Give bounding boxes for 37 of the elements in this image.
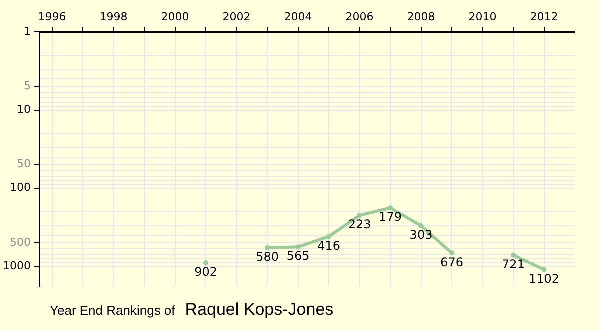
y-tick-label: 500	[10, 236, 31, 249]
data-label: 565	[286, 249, 310, 264]
y-tick-label: 1000	[2, 259, 31, 272]
data-label: 223	[348, 218, 372, 232]
point	[418, 223, 424, 228]
point	[326, 234, 332, 240]
data-label: 676	[440, 255, 464, 270]
data-label: 580	[256, 250, 279, 264]
x-tick-label: 2012	[530, 10, 558, 24]
point	[511, 252, 516, 258]
point	[388, 206, 394, 211]
point	[542, 267, 547, 272]
x-tick-label: 2008	[407, 10, 436, 24]
x-tick-label: 1996	[38, 10, 66, 24]
y-tick-label: 5	[24, 80, 31, 93]
point	[357, 213, 362, 218]
x-tick-label: 2010	[468, 10, 497, 24]
x-tick-label: 2002	[222, 10, 251, 24]
text: Year End Rankings of	[50, 303, 176, 318]
y-tick-label: 50	[16, 158, 31, 171]
point	[296, 244, 301, 250]
text: Raquel Kops-Jones	[185, 300, 334, 320]
y-tick-label: 1	[24, 25, 31, 38]
x-tick-label: 1998	[100, 10, 128, 24]
x-tick-label: 2000	[161, 10, 190, 24]
y-tick-label: 100	[10, 181, 31, 194]
data-label: 1102	[528, 272, 560, 286]
data-label: 721	[502, 257, 525, 272]
data-label: 303	[410, 228, 433, 242]
data-label: 416	[318, 238, 340, 253]
x-tick-label: 2004	[284, 10, 312, 24]
data-label: 179	[379, 210, 402, 224]
point	[204, 260, 209, 266]
y-tick-label: 10	[16, 103, 31, 116]
point	[450, 250, 455, 256]
x-tick-label: 2006	[346, 10, 374, 24]
data-label: 902	[194, 265, 218, 280]
